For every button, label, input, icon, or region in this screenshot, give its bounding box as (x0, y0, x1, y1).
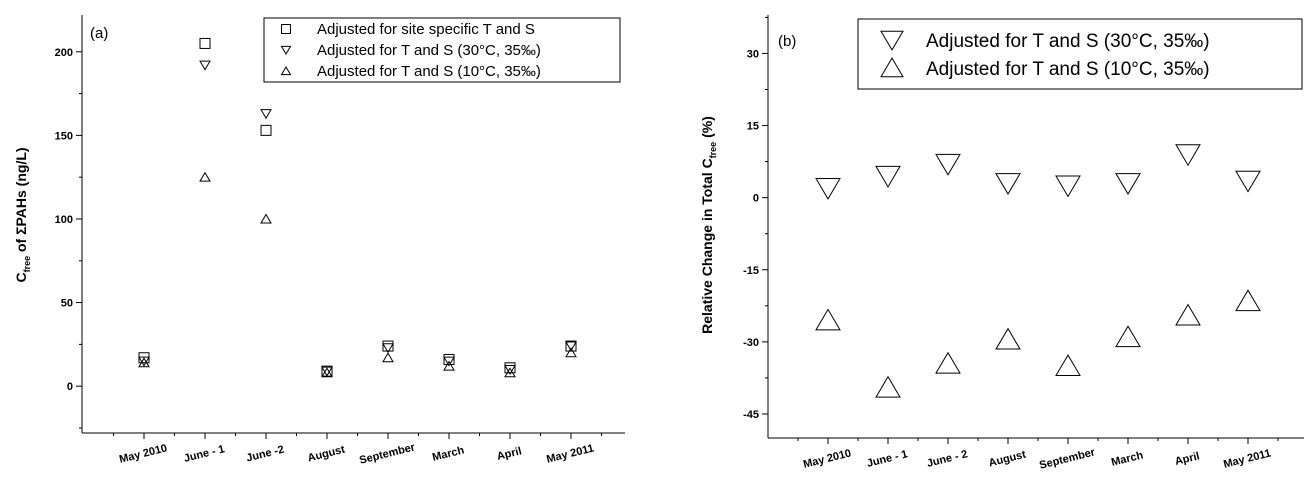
series-triangle-up (138, 171, 577, 378)
data-point-triangle-down (1175, 144, 1201, 167)
x-category-label: June -2 (245, 444, 285, 465)
data-point-triangle-up (875, 375, 901, 398)
y-tick-label: 150 (55, 130, 73, 142)
legend-label: Adjusted for T and S (30°C, 35‰) (926, 31, 1210, 52)
data-point-square (260, 124, 272, 136)
panel-a-label: (a) (90, 25, 108, 42)
x-category-label: May 2011 (1222, 447, 1272, 470)
legend: Adjusted for T and S (30°C, 35‰) Adjusted… (857, 18, 1303, 90)
y-axis-title-subscript: free (22, 256, 32, 273)
y-tick-label: 100 (55, 214, 73, 226)
series-triangle-up (815, 289, 1261, 398)
legend-label: Adjusted for T and S (30°C, 35‰) (317, 42, 541, 59)
x-category-label: September (1038, 446, 1097, 472)
data-point-triangle-up (1235, 289, 1261, 312)
legend-label: Adjusted for T and S (10°C, 35‰) (317, 63, 541, 80)
data-point-triangle-down (1115, 173, 1141, 196)
y-axis-title-main: Relative Change in Total C (699, 158, 715, 334)
data-point-triangle-down (875, 165, 901, 188)
data-point-triangle-up (260, 213, 272, 224)
legend-marker-triangle-up (880, 57, 904, 78)
data-point-triangle-up (321, 367, 333, 378)
x-category-label: May 2011 (545, 442, 595, 465)
x-category-label: June - 2 (926, 448, 969, 470)
x-category-label: April (1174, 450, 1201, 468)
x-category-label: June - 1 (866, 448, 909, 470)
svg-text:Relative Change in Total Cfree: Relative Change in Total Cfree (%) (699, 116, 718, 334)
y-axis-title-main: C (13, 272, 29, 282)
legend-marker-triangle-down (280, 45, 292, 56)
data-point-triangle-up (199, 171, 211, 182)
legend-box (263, 17, 621, 83)
y-axis-title-a: Cfree of ΣPAHs (ng/L) (13, 147, 32, 282)
data-point-square (199, 37, 211, 49)
data-point-triangle-up (382, 352, 394, 363)
data-point-triangle-up (1115, 325, 1141, 348)
y-tick-label: -45 (743, 409, 759, 421)
data-point-triangle-up (935, 351, 961, 374)
legend-label: Adjusted for T and S (10°C, 35‰) (926, 59, 1210, 80)
data-point-triangle-up (565, 347, 577, 358)
x-category-label: September (358, 441, 417, 467)
panel-b-label: (b) (778, 33, 796, 50)
data-point-triangle-up (995, 327, 1021, 350)
y-axis-title-subscript: free (708, 142, 718, 159)
data-point-square (504, 362, 516, 374)
data-point-triangle-down (199, 60, 211, 71)
data-point-triangle-down (995, 173, 1021, 196)
series-triangle-down (138, 60, 577, 377)
y-axis-title-b: Relative Change in Total Cfree (%) (699, 116, 718, 334)
data-point-triangle-up (443, 360, 455, 371)
data-point-triangle-down (321, 366, 333, 377)
data-point-triangle-down (504, 364, 516, 375)
data-point-triangle-up (1175, 303, 1201, 326)
y-tick-label: 200 (55, 47, 73, 59)
data-point-triangle-down (815, 177, 841, 200)
data-point-triangle-up (138, 357, 150, 368)
x-category-label: March (431, 444, 466, 464)
data-point-triangle-down (1235, 170, 1261, 193)
x-category-label: May 2010 (118, 442, 168, 465)
x-category-label: August (306, 444, 346, 465)
legend: Adjusted for site specific T and S Adjust… (263, 17, 621, 83)
x-category-label: March (1110, 449, 1145, 469)
chart-panel-b: (b) Relative Change in Total Cfree (%) -… (699, 15, 1304, 472)
x-category-label: April (496, 445, 523, 463)
legend-label: Adjusted for site specific T and S (317, 21, 535, 38)
x-category-label: August (987, 449, 1027, 470)
series-square (138, 37, 577, 377)
y-axis-title-rest: (%) (699, 116, 715, 142)
legend-marker-triangle-up (280, 65, 292, 76)
y-tick-label: 15 (747, 121, 759, 133)
data-point-triangle-up (1055, 354, 1081, 376)
x-category-label: June - 1 (183, 443, 226, 465)
y-tick-label: -15 (743, 265, 759, 277)
y-tick-label: -30 (743, 337, 759, 349)
data-point-triangle-down (260, 109, 272, 120)
svg-text:Cfree of ΣPAHs (ng/L): Cfree of ΣPAHs (ng/L) (13, 147, 32, 282)
y-tick-label: 0 (753, 193, 759, 205)
chart-panel-a: (a) Cfree of ΣPAHs (ng/L) 0 50 100 150 200 Ma… (13, 15, 625, 467)
data-point-triangle-down (382, 343, 394, 354)
data-point-triangle-down (565, 341, 577, 352)
y-tick-label: 30 (747, 48, 759, 60)
y-tick-label: 0 (67, 381, 73, 393)
data-point-triangle-down (443, 356, 455, 367)
data-point-square (382, 340, 394, 352)
legend-marker-triangle-down (880, 30, 904, 51)
legend-box (857, 18, 1303, 90)
data-point-triangle-down (138, 356, 150, 367)
data-point-triangle-up (504, 367, 516, 378)
data-point-square (443, 353, 455, 365)
y-axis-title-rest: of ΣPAHs (ng/L) (13, 147, 29, 255)
legend-marker-square (281, 24, 291, 34)
data-point-triangle-down (1055, 175, 1081, 198)
series-triangle-down (815, 144, 1261, 200)
data-point-triangle-up (815, 308, 841, 331)
data-point-triangle-down (935, 153, 961, 176)
y-tick-label: 50 (61, 298, 73, 310)
x-category-label: May 2010 (802, 447, 852, 470)
